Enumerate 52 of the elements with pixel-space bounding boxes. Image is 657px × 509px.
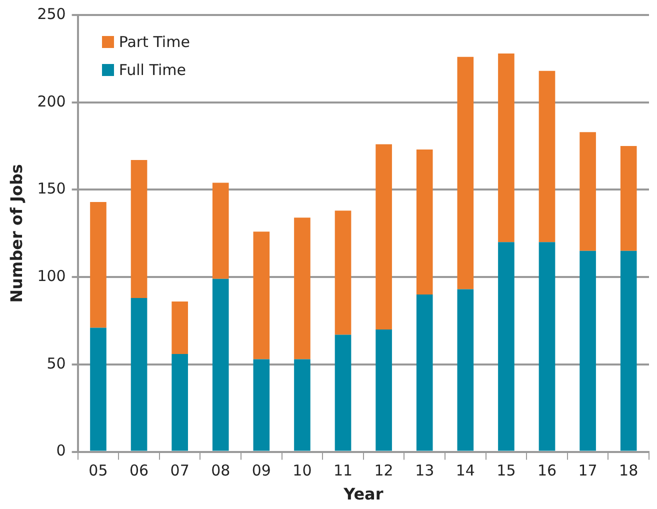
y-tick-label: 250 [37,4,66,23]
x-axis-title: Year [342,484,384,504]
bar [172,302,188,354]
x-tick-label: 11 [333,462,353,480]
x-tick-label: 17 [578,462,598,480]
x-tick-label: 14 [456,462,475,480]
x-tick-label: 12 [374,462,394,480]
bar [334,334,352,451]
bar [253,359,270,451]
y-tick-label: 50 [46,354,66,372]
bar [416,294,433,451]
bar [172,354,188,451]
x-tick-label: 15 [496,462,516,480]
legend-label: Part Time [118,33,190,51]
bar [376,144,392,330]
bar [212,182,229,279]
x-tick-label: 13 [415,462,434,480]
bar [457,56,474,290]
bar [538,70,556,242]
bar [620,146,637,251]
bar [376,329,392,451]
bar [130,298,148,451]
bar [416,150,433,295]
x-tick-label: 08 [211,462,230,480]
bar [580,250,596,451]
bar [498,53,514,242]
bar [334,210,352,335]
bar [130,160,148,298]
x-tick-label: 16 [537,462,557,480]
y-axis-title: Number of Jobs [6,164,26,303]
x-tick-label: 09 [252,462,271,480]
bar [90,328,106,451]
bar [90,202,106,328]
bar [498,242,514,451]
bar [620,250,637,451]
y-tick-label: 100 [37,266,66,285]
legend-label: Full Time [118,61,186,79]
bar [538,242,556,451]
bar [294,359,310,451]
bar [457,289,474,451]
y-tick-label: 200 [37,92,66,110]
x-tick-label: 18 [619,462,638,480]
bar [580,132,596,251]
x-tick-label: 05 [88,462,108,480]
bar [212,278,229,451]
x-tick-label: 10 [292,462,312,480]
x-tick-label: 06 [129,462,149,480]
bar [294,218,310,360]
y-tick-label: 150 [37,180,66,198]
y-tick-label: 0 [56,442,66,460]
x-tick-label: 07 [170,462,190,480]
bar [253,232,270,360]
